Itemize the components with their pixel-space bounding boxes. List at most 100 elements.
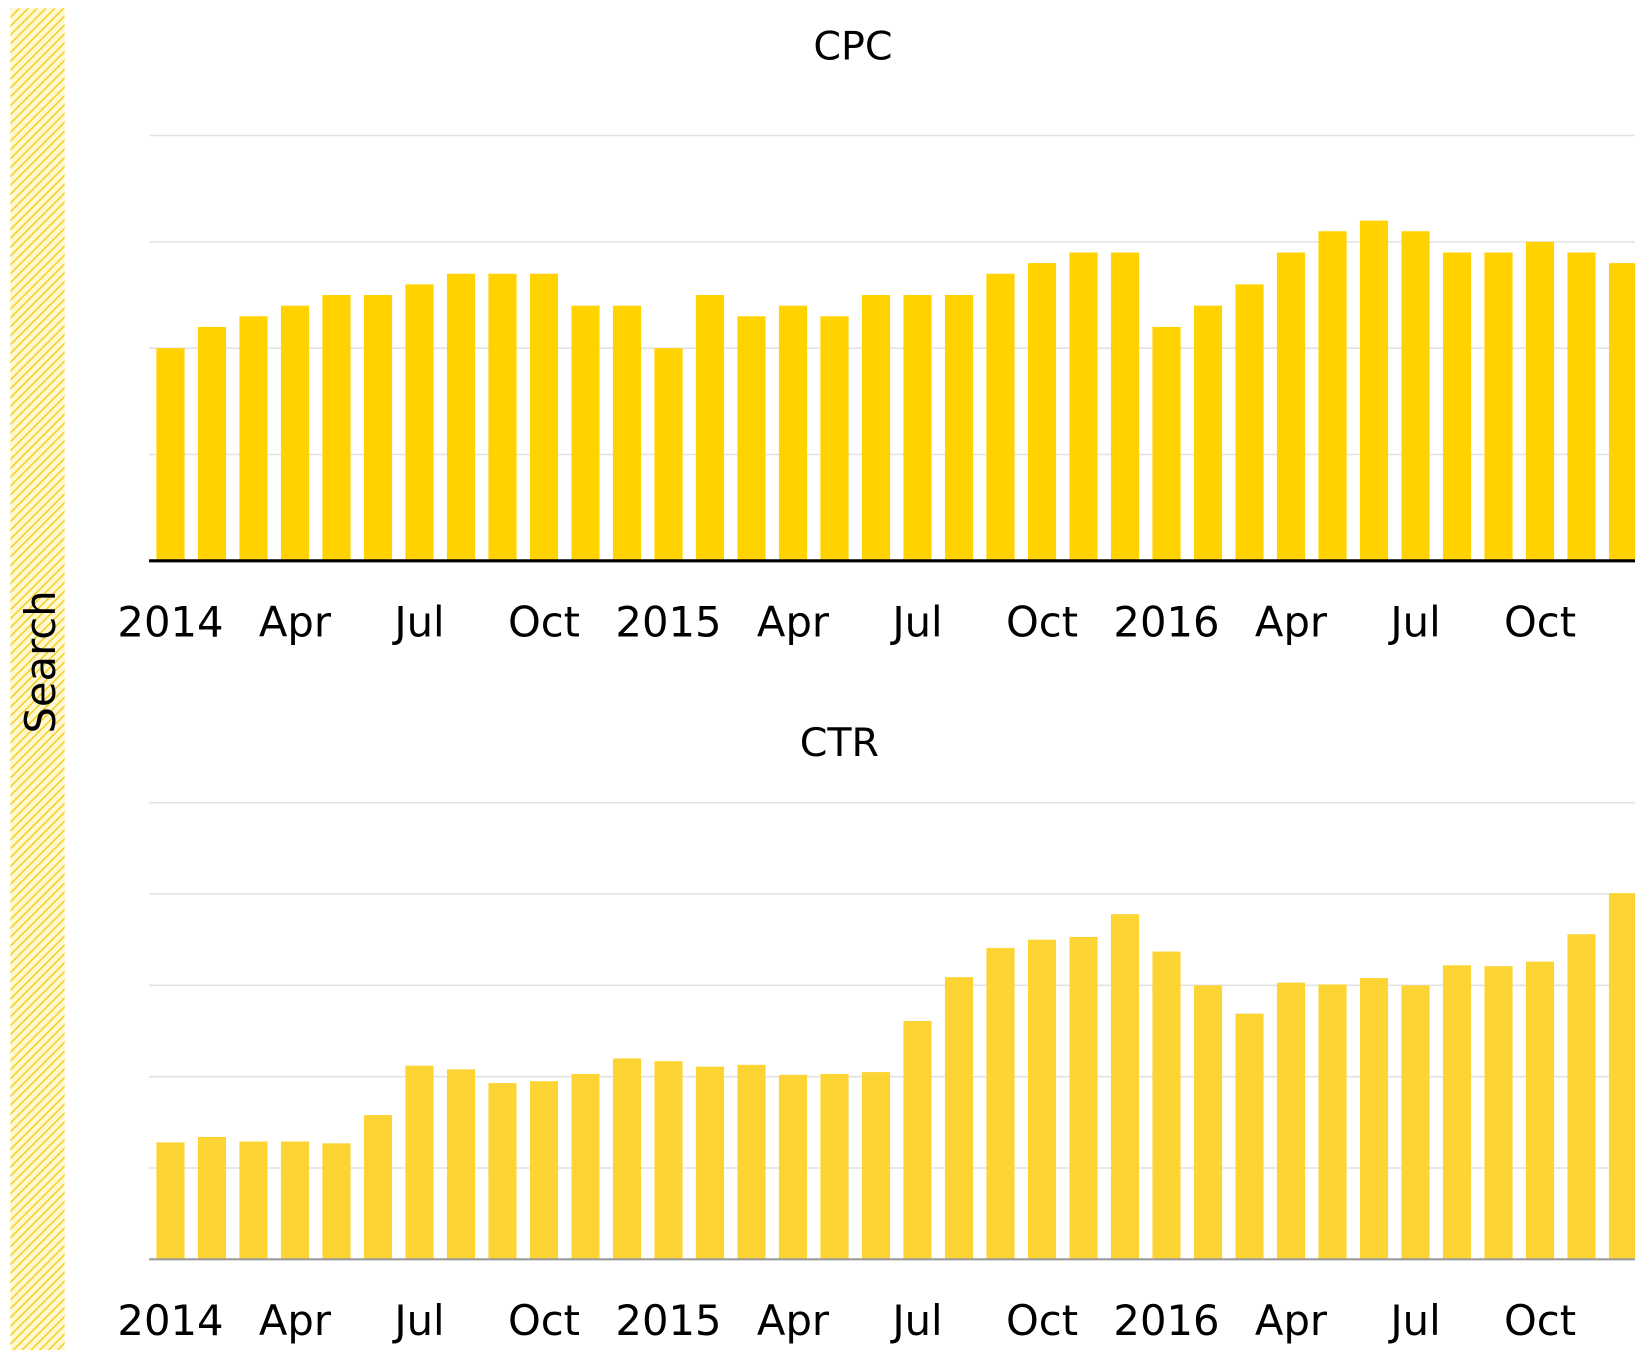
bar — [1567, 252, 1596, 561]
x-tick-label: Oct — [508, 1296, 580, 1345]
bar — [1484, 966, 1513, 1260]
bar — [1193, 305, 1223, 561]
bar — [405, 1065, 434, 1260]
bar — [571, 305, 600, 561]
bar — [322, 1143, 351, 1260]
bar — [1276, 982, 1306, 1260]
bar — [280, 1141, 310, 1260]
bar — [363, 295, 393, 561]
bar — [986, 947, 1015, 1260]
bar — [778, 305, 808, 561]
bar — [1235, 1013, 1264, 1260]
bar — [737, 316, 766, 561]
x-tick-label: Apr — [259, 1296, 332, 1345]
bar — [1359, 220, 1389, 561]
bar — [156, 1142, 185, 1260]
bar — [861, 1072, 891, 1260]
chart-title: CPC — [813, 23, 892, 69]
bar — [1069, 936, 1098, 1260]
bar — [1401, 985, 1430, 1260]
x-tick-label: Jul — [889, 1296, 942, 1345]
bar — [612, 1058, 642, 1260]
x-tick-label: Apr — [757, 1296, 830, 1345]
x-tick-label: Apr — [259, 597, 332, 646]
x-tick-label: Oct — [1006, 597, 1078, 646]
bar — [986, 273, 1015, 561]
bar — [529, 273, 559, 561]
bar — [654, 348, 683, 561]
bar — [944, 977, 974, 1260]
bar — [1069, 252, 1098, 561]
bar — [1027, 263, 1057, 561]
x-tick-label: Apr — [1255, 1296, 1328, 1345]
x-tick-label: Jul — [889, 597, 942, 646]
x-tick-label: Apr — [1255, 597, 1328, 646]
x-tick-label: Jul — [1387, 1296, 1440, 1345]
bar — [944, 295, 974, 561]
x-tick-label: 2016 — [1113, 597, 1219, 646]
bar — [654, 1061, 683, 1260]
bar — [1152, 951, 1181, 1260]
x-tick-label: 2014 — [117, 597, 223, 646]
x-tick-label: Oct — [1006, 1296, 1078, 1345]
bar — [156, 348, 185, 561]
x-tick-label: 2015 — [615, 1296, 721, 1345]
bar — [1608, 893, 1635, 1260]
bar — [571, 1073, 600, 1260]
bar — [1152, 326, 1181, 561]
bar — [280, 305, 310, 561]
bar — [446, 273, 476, 561]
x-tick-label: Oct — [1504, 1296, 1576, 1345]
bar — [903, 295, 932, 561]
bar — [820, 316, 849, 561]
bar — [1401, 231, 1430, 561]
chart-title: CTR — [800, 720, 879, 766]
bar — [405, 284, 434, 561]
bar — [1318, 984, 1347, 1260]
bar — [1442, 965, 1472, 1260]
bar — [1110, 914, 1140, 1260]
bar — [322, 295, 351, 561]
x-tick-label: 2016 — [1113, 1296, 1219, 1345]
bar — [1442, 252, 1472, 561]
x-tick-label: 2014 — [117, 1296, 223, 1345]
bar — [1235, 284, 1264, 561]
bar — [1525, 961, 1555, 1260]
bar — [820, 1073, 849, 1260]
bar — [1567, 934, 1596, 1260]
x-tick-label: Jul — [1387, 597, 1440, 646]
bar — [903, 1020, 932, 1260]
sidebar — [10, 8, 65, 1350]
x-tick-label: Oct — [508, 597, 580, 646]
bar — [1027, 939, 1057, 1260]
bar — [1359, 978, 1389, 1260]
bar — [778, 1074, 808, 1260]
bar — [197, 326, 227, 561]
bar — [1484, 252, 1513, 561]
bar — [1110, 252, 1140, 561]
bar — [612, 305, 642, 561]
bar — [695, 295, 725, 561]
bar — [446, 1069, 476, 1260]
x-tick-label: 2015 — [615, 597, 721, 646]
bar — [529, 1081, 559, 1260]
bar — [488, 1083, 517, 1260]
bar — [197, 1136, 227, 1260]
bar — [1276, 252, 1306, 561]
sidebar-label: Search — [16, 590, 65, 733]
bar — [1193, 985, 1223, 1260]
bar — [1608, 263, 1635, 561]
bar — [737, 1064, 766, 1260]
x-tick-label: Jul — [391, 1296, 444, 1345]
bar — [695, 1066, 725, 1260]
bar — [1318, 231, 1347, 561]
bar — [488, 273, 517, 561]
x-tick-label: Oct — [1504, 597, 1576, 646]
bar — [861, 295, 891, 561]
x-tick-label: Jul — [391, 597, 444, 646]
bar — [363, 1115, 393, 1260]
x-tick-label: Apr — [757, 597, 830, 646]
bar — [239, 316, 268, 561]
bar — [1525, 241, 1555, 561]
